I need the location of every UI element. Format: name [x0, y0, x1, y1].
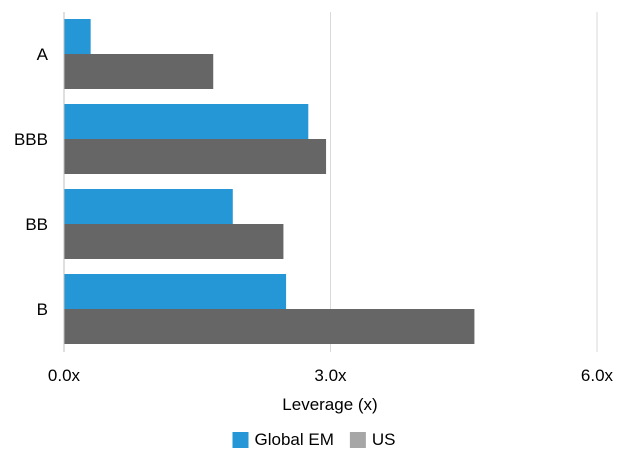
category-label-a: A — [37, 45, 49, 64]
legend-swatch-us — [349, 432, 366, 448]
gridlines — [330, 12, 598, 352]
x-tick-label-2: 6.0x — [581, 366, 614, 385]
bars — [64, 19, 475, 344]
legend: Global EM US — [232, 430, 396, 449]
legend-swatch-global-em — [232, 432, 249, 448]
bar-us-b — [64, 309, 475, 344]
legend-label-global-em: Global EM — [255, 430, 334, 449]
bar-global-em-a — [64, 19, 91, 54]
x-tick-label-1: 3.0x — [314, 366, 347, 385]
category-label-bbb: BBB — [14, 130, 48, 149]
category-label-b: B — [37, 300, 48, 319]
bar-us-bb — [64, 224, 284, 259]
category-label-bb: BB — [25, 215, 48, 234]
x-tick-label-0: 0.0x — [48, 366, 81, 385]
bar-us-bbb — [64, 139, 327, 174]
bar-global-em-bbb — [64, 104, 309, 139]
bar-global-em-b — [64, 274, 287, 309]
legend-label-us: US — [372, 430, 396, 449]
x-axis-title: Leverage (x) — [282, 395, 377, 414]
bar-global-em-bb — [64, 189, 233, 224]
bar-us-a — [64, 54, 214, 89]
